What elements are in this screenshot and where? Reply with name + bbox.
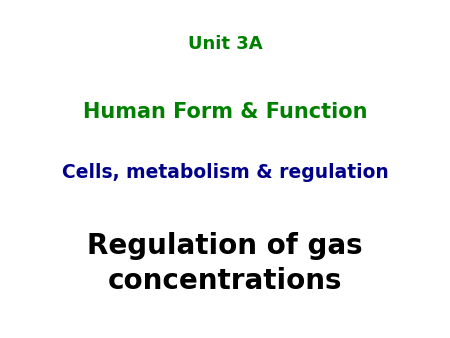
Text: Cells, metabolism & regulation: Cells, metabolism & regulation [62, 163, 388, 182]
Text: Human Form & Function: Human Form & Function [83, 101, 367, 122]
Text: Unit 3A: Unit 3A [188, 35, 262, 53]
Text: Regulation of gas
concentrations: Regulation of gas concentrations [87, 232, 363, 295]
